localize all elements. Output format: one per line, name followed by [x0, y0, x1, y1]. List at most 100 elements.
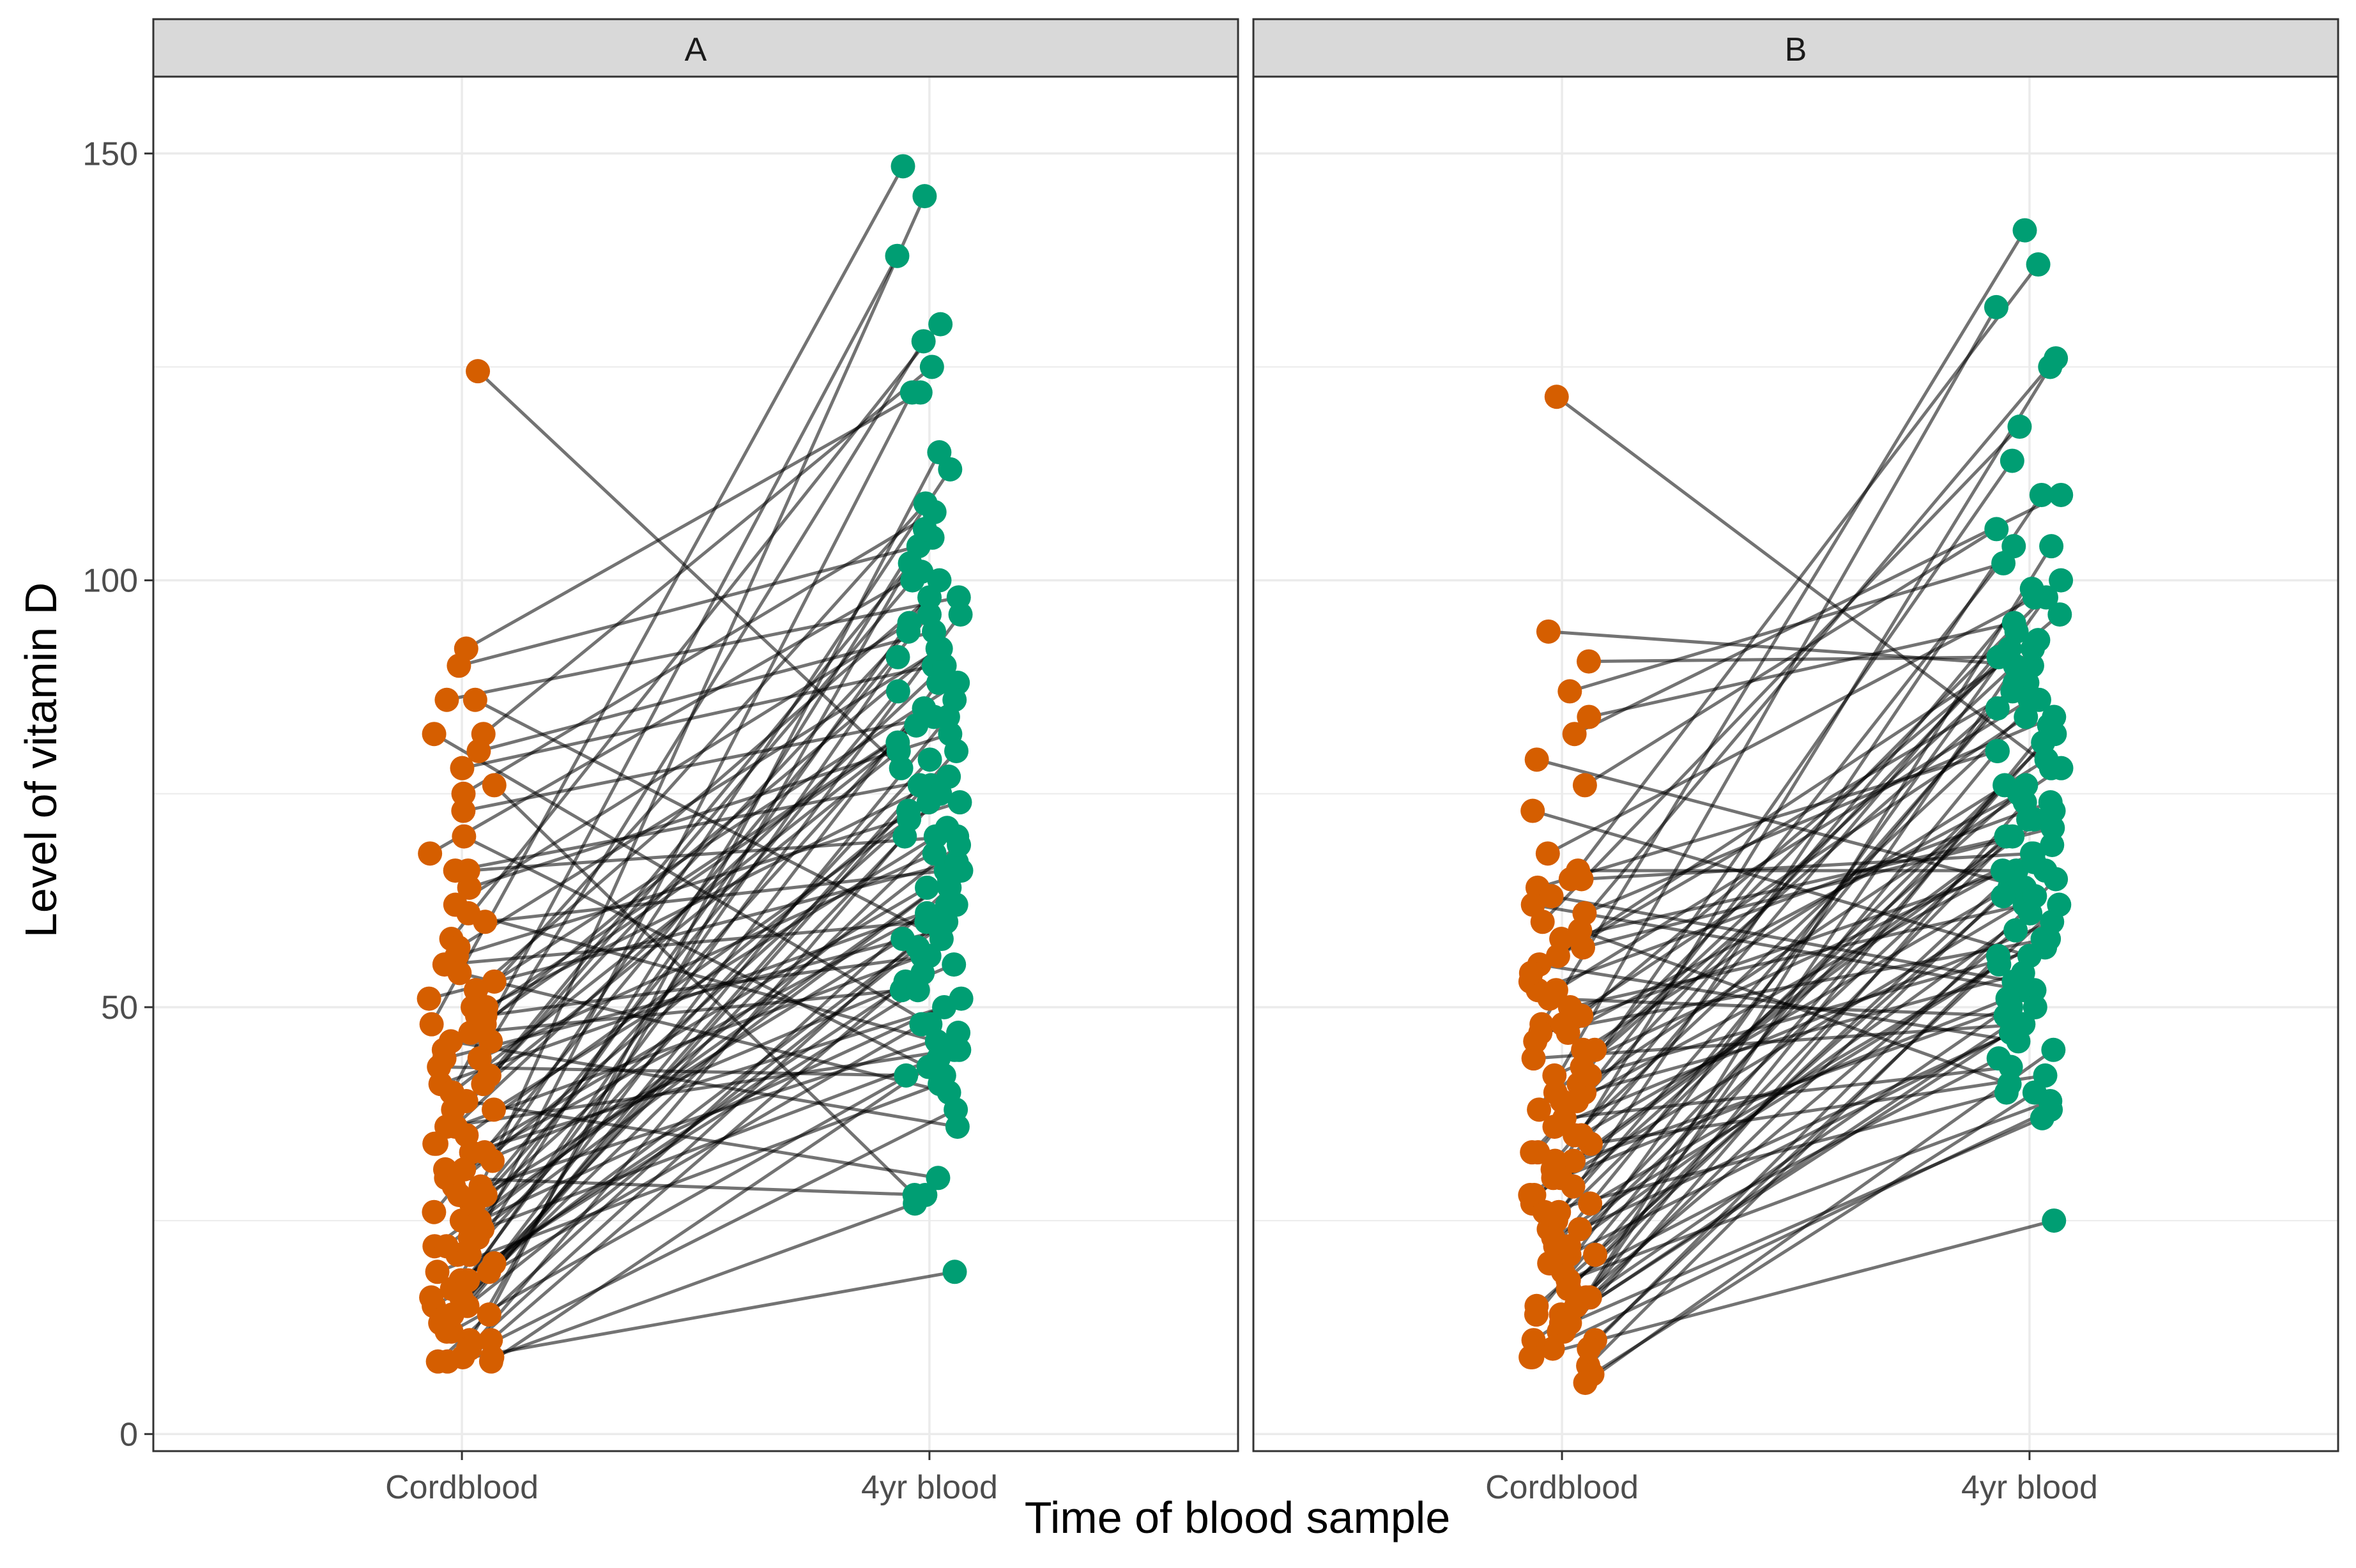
cordblood-point [422, 722, 447, 747]
y-axis-title: Level of vitamin D [16, 582, 66, 938]
pair-line [467, 903, 958, 1350]
cordblood-point [482, 969, 507, 994]
cordblood-point [477, 1260, 501, 1284]
fouryr-point [1985, 696, 2010, 721]
pair-line [1587, 878, 2057, 1350]
cordblood-point [482, 773, 507, 798]
fouryr-point [2000, 448, 2024, 473]
pair-line [484, 911, 928, 1154]
fouryr-point [942, 952, 967, 977]
pair-line [1547, 596, 2036, 855]
facet-panel-b: B Cordblood 4yr blood [1252, 18, 2339, 1506]
fouryr-point [2041, 1037, 2066, 1062]
facet-panel-a: A Cordblood 4yr blood 0 50 100 150 [82, 18, 1239, 1506]
fouryr-point [2031, 730, 2056, 755]
fouryr-point [912, 184, 937, 209]
pair-line [451, 784, 921, 1316]
fouryr-point [946, 1021, 971, 1046]
cordblood-point [457, 1242, 482, 1267]
fouryr-point [915, 875, 940, 900]
cordblood-points [1518, 384, 1608, 1396]
pair-line [1557, 724, 2051, 1333]
fouryr-point [1990, 858, 2015, 883]
pair-line [1590, 1074, 2046, 1146]
pair-line [1567, 792, 2020, 1035]
connector-lines [428, 165, 962, 1364]
pair-line [1564, 1065, 2011, 1120]
pair-line [459, 1031, 959, 1197]
cordblood-point [457, 1336, 482, 1361]
fouryr-point [885, 243, 910, 268]
pair-line [1584, 1048, 2054, 1385]
fouryr-point [1995, 986, 2020, 1011]
pair-line [1535, 895, 2005, 1307]
pair-line [465, 391, 922, 650]
fouryr-point [2007, 781, 2031, 806]
cordblood-point [1571, 1037, 1596, 1062]
pair-line [1580, 886, 2010, 1137]
fouryr-point [2049, 568, 2074, 593]
pair-line [1569, 561, 2004, 693]
fouryr-point [885, 679, 910, 704]
fouryr-points [1984, 218, 2074, 1233]
pair-line [1555, 698, 2031, 992]
pair-line [457, 647, 942, 949]
fouryr-point [1994, 824, 2019, 849]
pair-line [451, 741, 899, 1094]
fouryr-point [2019, 576, 2044, 601]
cordblood-point [1556, 1021, 1580, 1046]
panel-border [152, 75, 1239, 1452]
fouryr-point [948, 602, 973, 627]
pair-line [1576, 869, 2004, 1103]
facet-strip [1252, 18, 2339, 78]
pair-line [457, 613, 962, 1290]
cordblood-point [1524, 1293, 1549, 1318]
cordblood-points [417, 359, 507, 1374]
cordblood-point [482, 1097, 507, 1122]
cordblood-point [1583, 1242, 1608, 1267]
x-axis-title: Time of blood sample [1025, 1493, 1451, 1542]
cordblood-point [447, 961, 472, 986]
cordblood-point [1572, 773, 1597, 798]
pair-line [471, 502, 927, 1009]
fouryr-point [928, 781, 952, 806]
pair-line [1579, 1031, 2013, 1231]
fouryr-point [2018, 901, 2043, 925]
pair-line [1584, 528, 1998, 787]
cordblood-point [1530, 910, 1555, 934]
pair-line [479, 195, 926, 1187]
fouryr-point [2040, 816, 2065, 841]
fouryr-point [928, 1072, 952, 1097]
x-tick-label: 4yr blood [1961, 1469, 2098, 1506]
cordblood-point [1557, 679, 1582, 704]
pair-line [450, 1039, 958, 1129]
facet-strip [152, 18, 1239, 78]
pair-line [1536, 545, 2016, 1153]
fouryr-point [2007, 415, 2032, 439]
cordblood-point [1518, 1183, 1543, 1208]
pair-line [1569, 263, 2040, 880]
pair-line [1548, 630, 2033, 667]
fouryr-point [1991, 884, 2016, 909]
cordblood-point [447, 1183, 471, 1208]
fouryr-point [928, 918, 953, 943]
pair-line [468, 793, 942, 1350]
pair-line [1531, 647, 2011, 1153]
x-tick-label: 4yr blood [861, 1469, 998, 1506]
fouryr-point [2023, 994, 2047, 1019]
cordblood-point [1569, 1123, 1594, 1148]
cordblood-point [1521, 1046, 1546, 1071]
fouryr-point [919, 354, 944, 379]
cordblood-point [477, 1302, 501, 1327]
panel-border [1252, 75, 2339, 1452]
cordblood-point [434, 687, 459, 712]
pair-line [439, 826, 949, 1325]
fouryr-point [899, 380, 924, 405]
fouryr-point [885, 644, 910, 669]
cordblood-point [456, 901, 481, 925]
fouryr-point [926, 1166, 951, 1191]
cordblood-point [417, 986, 441, 1011]
fouryr-point [914, 901, 939, 925]
cordblood-point [1545, 943, 1570, 968]
